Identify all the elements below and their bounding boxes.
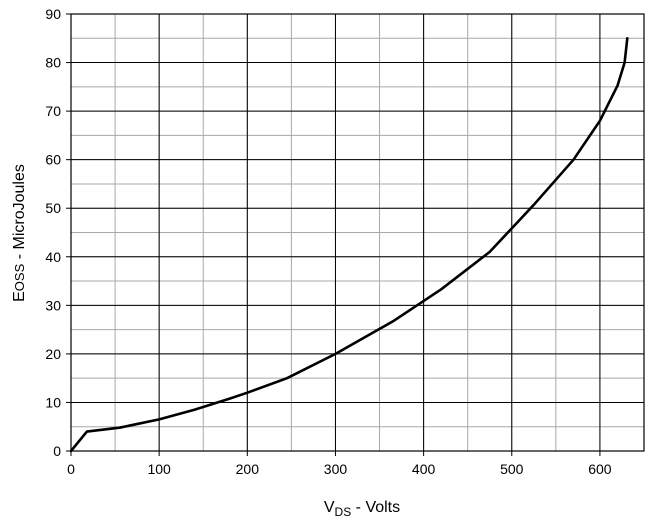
x-tick-labels: 0 100 200 300 400 500 600 bbox=[67, 461, 612, 477]
x-tick-label: 300 bbox=[324, 461, 348, 477]
x-axis-label-main: V bbox=[324, 499, 335, 516]
y-tick-label: 40 bbox=[45, 249, 61, 265]
x-tick-label: 0 bbox=[67, 461, 75, 477]
series-layer bbox=[69, 36, 629, 453]
y-tick-label: 30 bbox=[45, 297, 61, 313]
y-tick-labels: 0 10 20 30 40 50 60 70 80 90 bbox=[45, 6, 61, 459]
x-axis-label-sub: DS bbox=[335, 505, 352, 519]
y-tick-label: 90 bbox=[45, 6, 61, 22]
y-tick-label: 0 bbox=[53, 443, 61, 459]
y-axis-label-sub: OSS bbox=[12, 263, 27, 291]
x-tick-label: 400 bbox=[412, 461, 436, 477]
x-tick-label: 100 bbox=[147, 461, 171, 477]
major-grid bbox=[66, 13, 644, 456]
y-axis-label-main: E bbox=[11, 291, 28, 302]
plot-frame bbox=[70, 13, 645, 452]
x-axis-label-rest: - Volts bbox=[351, 499, 400, 516]
y-tick-label: 20 bbox=[45, 346, 61, 362]
y-axis-label: EOSS - MicroJoules bbox=[11, 164, 28, 302]
y-axis-label-rest: - MicroJoules bbox=[11, 164, 28, 264]
x-tick-label: 200 bbox=[236, 461, 260, 477]
y-tick-label: 70 bbox=[45, 103, 61, 119]
x-tick-label: 600 bbox=[588, 461, 612, 477]
y-tick-label: 60 bbox=[45, 152, 61, 168]
x-tick-label: 500 bbox=[500, 461, 524, 477]
y-tick-label: 50 bbox=[45, 200, 61, 216]
x-axis-label: VDS - Volts bbox=[324, 499, 400, 519]
y-tick-label: 80 bbox=[45, 55, 61, 71]
series-line bbox=[69, 36, 629, 453]
minor-grid bbox=[70, 13, 645, 452]
y-tick-label: 10 bbox=[45, 394, 61, 410]
